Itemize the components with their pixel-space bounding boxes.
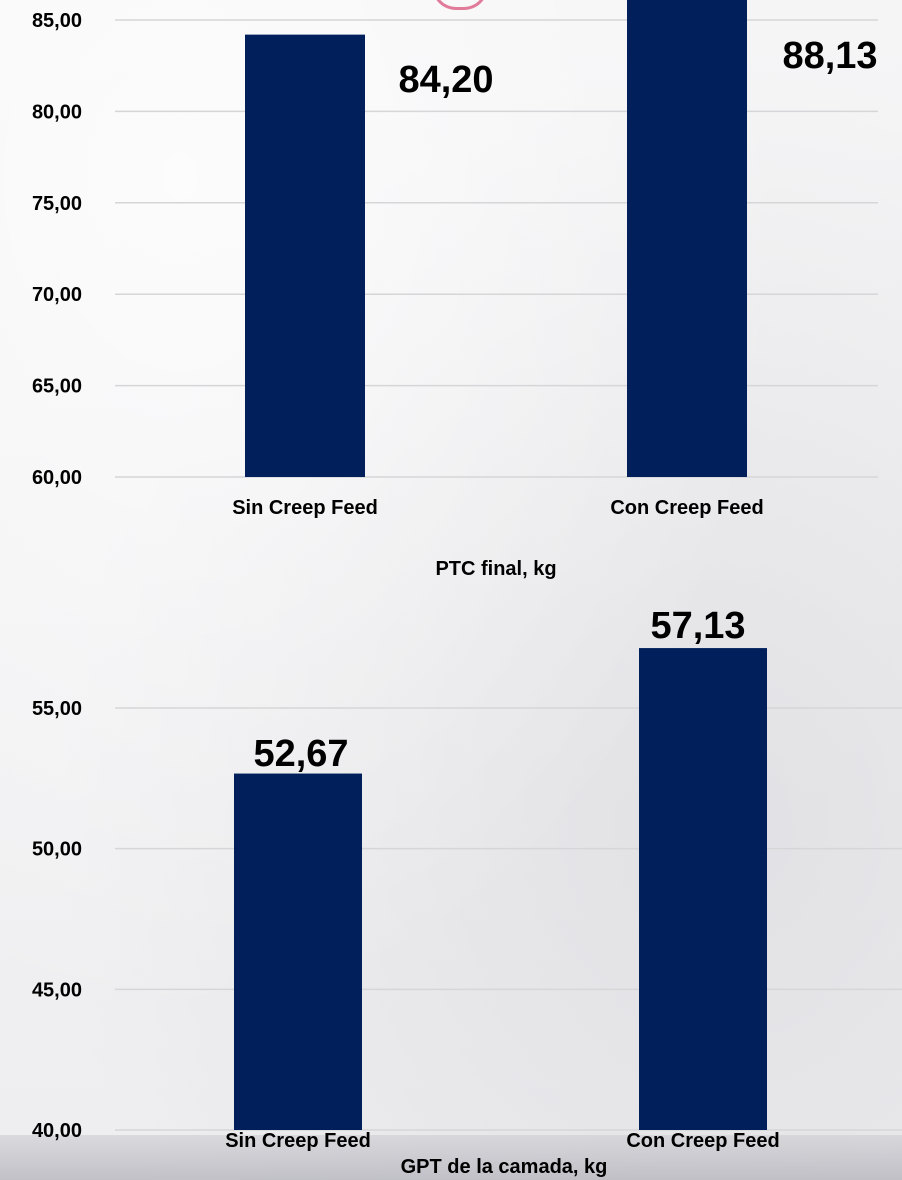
chart-2-x-axis-title: GPT de la camada, kg — [401, 1156, 608, 1178]
chart-ptc-final: 60,00 65,00 70,00 75,00 80,00 85,00 84,20 88,1… — [32, 0, 878, 580]
bar — [639, 648, 767, 1130]
chart-2-y-ticks: 40,00 45,00 50,00 55,00 — [32, 698, 82, 1142]
y-tick-label: 70,00 — [32, 284, 82, 306]
data-label: 52,67 — [253, 733, 348, 775]
y-tick-label: 65,00 — [32, 376, 82, 398]
y-tick-label: 40,00 — [32, 1120, 82, 1142]
y-tick-label: 85,00 — [32, 10, 82, 32]
category-label: Sin Creep Feed — [232, 497, 378, 519]
y-tick-label: 75,00 — [32, 193, 82, 215]
category-label: Con Creep Feed — [626, 1130, 779, 1152]
chart-2-categories: Sin Creep Feed Con Creep Feed — [225, 1130, 779, 1152]
chart-1-categories: Sin Creep Feed Con Creep Feed — [232, 497, 763, 519]
y-tick-label: 50,00 — [32, 839, 82, 861]
chart-gpt-camada: 40,00 45,00 50,00 55,00 52,67 57,13 Sin Cree… — [32, 605, 902, 1178]
chart-1-bars — [245, 0, 747, 478]
y-tick-label: 80,00 — [32, 101, 82, 123]
chart-1-data-labels: 84,20 88,13 — [398, 35, 877, 101]
chart-2-data-labels: 52,67 57,13 — [253, 605, 745, 775]
data-label: 84,20 — [398, 59, 493, 101]
chart-1-x-axis-title: PTC final, kg — [435, 558, 556, 580]
y-tick-label: 45,00 — [32, 979, 82, 1001]
y-tick-label: 55,00 — [32, 698, 82, 720]
chart-2-bars — [234, 648, 767, 1130]
data-label: 88,13 — [782, 35, 877, 77]
chart-1-y-ticks: 60,00 65,00 70,00 75,00 80,00 85,00 — [32, 10, 82, 489]
bottom-band — [0, 1135, 902, 1180]
category-label: Con Creep Feed — [610, 497, 763, 519]
category-label: Sin Creep Feed — [225, 1130, 371, 1152]
bar — [627, 0, 747, 477]
chart-2-gridlines — [115, 707, 902, 1131]
chart-1-gridlines — [115, 19, 878, 478]
bar — [234, 773, 362, 1130]
bar — [245, 34, 365, 478]
y-tick-label: 60,00 — [32, 467, 82, 489]
data-label: 57,13 — [650, 605, 745, 647]
